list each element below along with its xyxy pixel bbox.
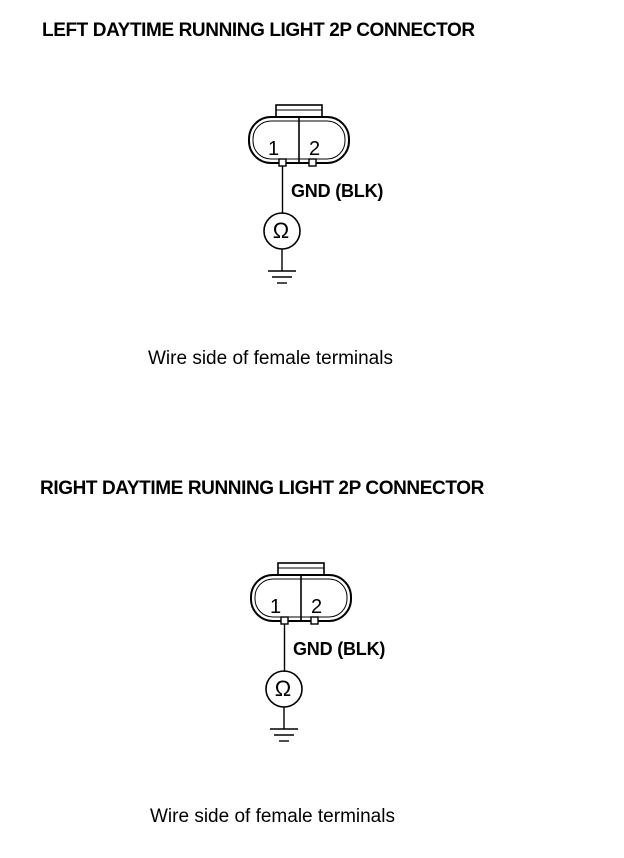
pin-2-label: 2 <box>311 596 323 618</box>
pin-2-label: 2 <box>309 138 321 160</box>
ohm-symbol: Ω <box>272 218 290 243</box>
right-connector-diagram: 1 2 GND (BLK) Ω <box>232 553 432 763</box>
ground-icon <box>270 728 298 742</box>
terminal-2 <box>310 616 319 625</box>
connector-lock-tab <box>275 104 323 118</box>
ohm-symbol: Ω <box>274 676 292 701</box>
gnd-wire-label: GND (BLK) <box>293 639 386 659</box>
connector-lock-tab <box>277 562 325 576</box>
left-connector-title: LEFT DAYTIME RUNNING LIGHT 2P CONNECTOR <box>42 20 475 41</box>
right-connector-section: RIGHT DAYTIME RUNNING LIGHT 2P CONNECTOR… <box>0 455 624 858</box>
left-connector-section: LEFT DAYTIME RUNNING LIGHT 2P CONNECTOR <box>42 20 475 369</box>
pin-1-label: 1 <box>268 138 280 160</box>
terminal-2 <box>308 158 317 167</box>
connector-2p-icon <box>250 562 352 625</box>
connector-2p-icon <box>248 104 350 167</box>
right-connector-title: RIGHT DAYTIME RUNNING LIGHT 2P CONNECTOR <box>40 478 484 499</box>
terminal-1 <box>278 158 287 167</box>
left-diagram-drawing <box>248 104 350 284</box>
left-caption: Wire side of female terminals <box>148 348 393 369</box>
pin-1-label: 1 <box>270 596 282 618</box>
terminal-1 <box>280 616 289 625</box>
right-caption: Wire side of female terminals <box>150 806 395 827</box>
left-connector-diagram: 1 2 GND (BLK) Ω <box>230 95 430 305</box>
ground-icon <box>268 270 296 284</box>
right-diagram-drawing <box>250 562 352 742</box>
gnd-wire-label: GND (BLK) <box>291 181 384 201</box>
